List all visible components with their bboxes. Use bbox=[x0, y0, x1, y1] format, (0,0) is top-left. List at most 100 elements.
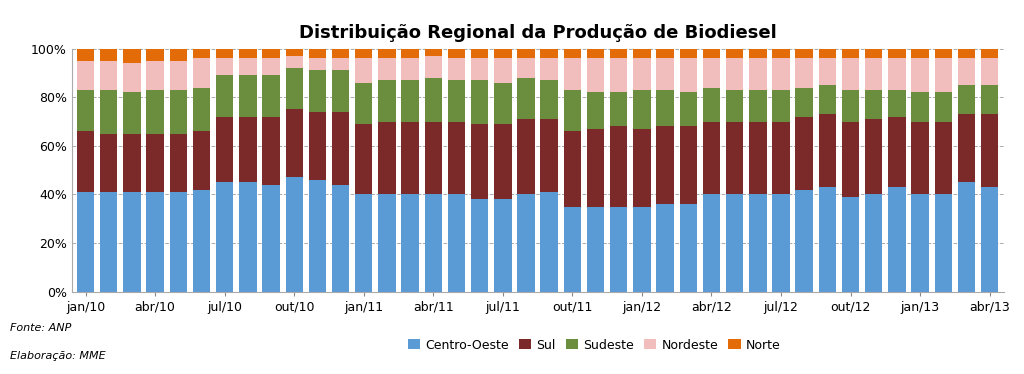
Bar bbox=[378, 194, 395, 292]
Bar bbox=[563, 131, 581, 206]
Bar bbox=[100, 61, 118, 90]
Bar bbox=[842, 90, 859, 122]
Bar bbox=[77, 90, 94, 131]
Bar bbox=[680, 58, 697, 92]
Bar bbox=[750, 49, 767, 58]
Bar bbox=[633, 58, 650, 90]
Bar bbox=[911, 58, 929, 92]
Bar bbox=[495, 58, 512, 83]
Bar bbox=[680, 49, 697, 58]
Bar bbox=[981, 49, 998, 58]
Bar bbox=[888, 90, 905, 117]
Bar bbox=[100, 192, 118, 292]
Bar bbox=[726, 58, 743, 90]
Bar bbox=[308, 180, 326, 292]
Bar bbox=[888, 187, 905, 292]
Bar bbox=[240, 183, 257, 292]
Bar bbox=[610, 92, 628, 126]
Bar bbox=[425, 49, 442, 56]
Bar bbox=[425, 122, 442, 194]
Bar bbox=[517, 194, 535, 292]
Bar bbox=[726, 122, 743, 194]
Bar bbox=[726, 194, 743, 292]
Bar bbox=[842, 122, 859, 197]
Bar bbox=[888, 49, 905, 58]
Bar bbox=[401, 80, 419, 122]
Bar bbox=[77, 61, 94, 90]
Bar bbox=[957, 114, 975, 183]
Bar bbox=[633, 90, 650, 129]
Bar bbox=[332, 71, 349, 112]
Bar bbox=[471, 49, 488, 58]
Bar bbox=[193, 88, 210, 131]
Bar bbox=[796, 49, 813, 58]
Bar bbox=[541, 49, 558, 58]
Bar bbox=[146, 61, 164, 90]
Bar bbox=[957, 58, 975, 85]
Bar bbox=[123, 63, 140, 92]
Bar bbox=[170, 134, 187, 192]
Bar bbox=[447, 122, 465, 194]
Bar bbox=[726, 49, 743, 58]
Bar bbox=[750, 122, 767, 194]
Bar bbox=[100, 134, 118, 192]
Bar bbox=[563, 206, 581, 292]
Bar bbox=[981, 187, 998, 292]
Bar bbox=[772, 49, 790, 58]
Bar bbox=[193, 131, 210, 190]
Bar bbox=[355, 194, 373, 292]
Bar bbox=[332, 112, 349, 185]
Bar bbox=[308, 58, 326, 71]
Bar bbox=[842, 197, 859, 292]
Bar bbox=[818, 49, 836, 58]
Bar bbox=[471, 80, 488, 124]
Bar bbox=[332, 58, 349, 71]
Bar bbox=[240, 49, 257, 58]
Bar bbox=[332, 49, 349, 58]
Bar bbox=[935, 122, 952, 194]
Bar bbox=[563, 49, 581, 58]
Bar bbox=[957, 183, 975, 292]
Bar bbox=[286, 68, 303, 109]
Bar bbox=[911, 194, 929, 292]
Bar bbox=[471, 199, 488, 292]
Legend: Centro-Oeste, Sul, Sudeste, Nordeste, Norte: Centro-Oeste, Sul, Sudeste, Nordeste, No… bbox=[402, 334, 785, 356]
Bar bbox=[541, 119, 558, 192]
Bar bbox=[193, 58, 210, 88]
Bar bbox=[587, 58, 604, 92]
Bar bbox=[286, 56, 303, 68]
Title: Distribuição Regional da Produção de Biodiesel: Distribuição Regional da Produção de Bio… bbox=[299, 24, 776, 42]
Bar bbox=[865, 49, 883, 58]
Bar bbox=[146, 192, 164, 292]
Bar bbox=[935, 194, 952, 292]
Bar bbox=[240, 58, 257, 76]
Bar bbox=[796, 117, 813, 190]
Text: Elaboração: MME: Elaboração: MME bbox=[10, 351, 105, 361]
Bar bbox=[308, 112, 326, 180]
Bar bbox=[425, 194, 442, 292]
Bar bbox=[123, 134, 140, 192]
Bar bbox=[146, 134, 164, 192]
Bar bbox=[935, 58, 952, 92]
Bar bbox=[772, 194, 790, 292]
Bar bbox=[123, 192, 140, 292]
Bar bbox=[216, 183, 233, 292]
Bar bbox=[911, 92, 929, 122]
Bar bbox=[842, 49, 859, 58]
Bar bbox=[633, 49, 650, 58]
Bar bbox=[471, 58, 488, 80]
Bar bbox=[216, 76, 233, 117]
Bar bbox=[401, 49, 419, 58]
Bar bbox=[656, 49, 674, 58]
Bar bbox=[517, 119, 535, 194]
Bar bbox=[146, 90, 164, 134]
Bar bbox=[401, 122, 419, 194]
Bar bbox=[355, 49, 373, 58]
Bar bbox=[656, 90, 674, 126]
Bar bbox=[680, 92, 697, 126]
Bar bbox=[610, 206, 628, 292]
Bar bbox=[425, 78, 442, 122]
Bar bbox=[378, 58, 395, 80]
Bar bbox=[193, 190, 210, 292]
Bar bbox=[401, 58, 419, 80]
